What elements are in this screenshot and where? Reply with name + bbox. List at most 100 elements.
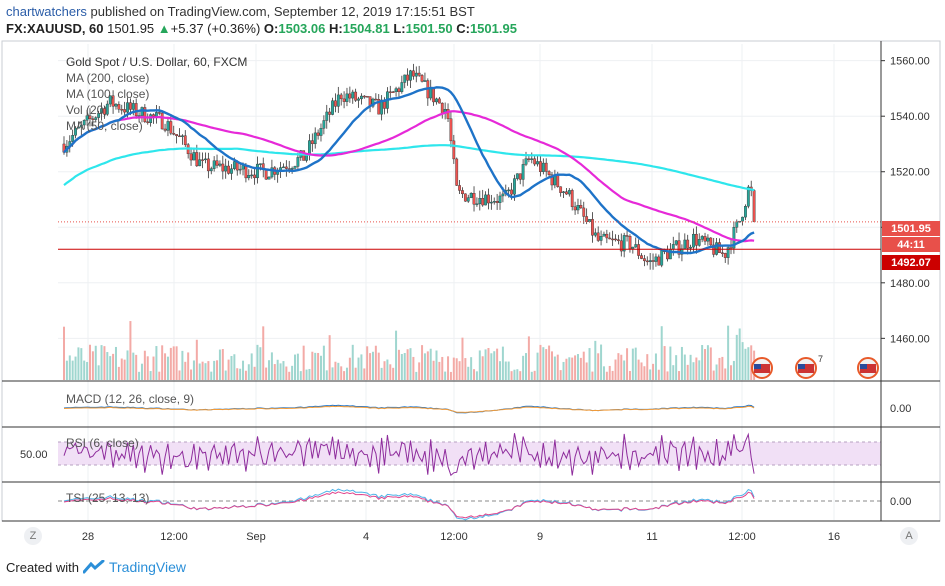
volume-bar [161, 345, 164, 380]
candle-body [741, 216, 744, 222]
volume-bar [146, 356, 149, 380]
volume-bar [114, 346, 117, 380]
candle-body [342, 98, 346, 102]
zoom-button[interactable]: Z [24, 527, 42, 545]
candle-body [293, 166, 297, 169]
event-flag-1[interactable] [751, 357, 773, 379]
volume-bar [678, 371, 681, 380]
volume-bar [389, 364, 392, 380]
volume-bar [360, 354, 363, 380]
candle-body [651, 260, 655, 262]
tradingview-brand[interactable]: TradingView [108, 559, 187, 575]
candle-body [510, 189, 513, 195]
symbol-line: FX:XAUUSD, 60 1501.95 ▲+5.37 (+0.36%) O:… [6, 20, 517, 37]
volume-bar [574, 355, 577, 380]
candle-body [539, 161, 542, 172]
volume-bar [721, 356, 724, 380]
volume-bar [83, 360, 86, 380]
volume-bar [571, 357, 574, 380]
volume-bar [470, 357, 473, 380]
volume-bar [169, 347, 172, 380]
candle-body [91, 118, 95, 121]
candle-body [518, 173, 522, 180]
candle-body [365, 95, 369, 98]
volume-bar [542, 347, 545, 380]
candle-body [82, 120, 86, 126]
volume-bar [646, 354, 649, 380]
candle-body [429, 87, 433, 99]
volume-bar [640, 362, 643, 380]
candle-body [97, 113, 101, 118]
candle-body [611, 238, 615, 241]
volume-bar [706, 345, 709, 380]
candle-body [596, 232, 600, 241]
last-price: 1501.95 [107, 21, 155, 36]
candle-body [230, 168, 233, 174]
volume-bar [614, 359, 617, 380]
volume-bar [242, 360, 245, 380]
volume-bar [117, 366, 120, 380]
footer: Created with TradingView [6, 559, 186, 575]
candle-body [267, 176, 271, 180]
auto-scale-button[interactable]: A [900, 527, 918, 545]
candle-body [111, 95, 115, 107]
volume-bar [643, 366, 646, 380]
volume-bar [507, 361, 510, 380]
vol-legend: Vol (20) [66, 103, 107, 117]
volume-bar [556, 354, 559, 380]
author-link[interactable]: chartwatchers [6, 4, 87, 19]
candle-body [204, 158, 207, 161]
volume-bar [588, 348, 591, 380]
price-overlays [58, 221, 881, 250]
candle-body [449, 118, 453, 142]
volume-bar [701, 345, 704, 380]
volume-bar [140, 363, 143, 380]
candle-body [674, 240, 678, 245]
event-flag-3[interactable] [857, 357, 879, 379]
candle-body [556, 174, 560, 187]
volume-bar [686, 364, 689, 380]
candle-body [198, 159, 202, 167]
candle-body [507, 189, 511, 192]
volume-bar [735, 334, 738, 380]
last-price-tag [882, 221, 940, 236]
candle-body [709, 237, 713, 246]
volume-bar [91, 351, 94, 380]
price-chart[interactable]: 1460.001480.001500.001520.001540.001560.… [0, 40, 945, 550]
candle-body [484, 194, 487, 206]
candle-body [495, 201, 499, 203]
candle-body [394, 88, 398, 93]
candle-body [143, 107, 147, 122]
candle-body [108, 95, 112, 105]
volume-bar [383, 361, 386, 380]
candle-body [654, 256, 658, 262]
volume-bar [545, 349, 548, 380]
candle-body [227, 165, 230, 174]
volume-bar [487, 347, 490, 380]
candle-body [677, 240, 681, 255]
volume-bar [322, 345, 325, 380]
candle-body [599, 236, 603, 241]
ma50-line [63, 86, 755, 255]
volume-bar [689, 354, 692, 380]
candle-body [498, 195, 502, 203]
volume-bar [302, 345, 305, 380]
candle-body [117, 104, 121, 110]
volume-bar [204, 363, 207, 380]
volume-bar [213, 360, 216, 380]
volume-bar [435, 350, 438, 380]
volume-bar [660, 326, 663, 380]
volume-bar [478, 350, 481, 380]
rsi-tick: 50.00 [20, 449, 48, 461]
volume-bar [657, 369, 660, 380]
event-flag-2[interactable]: 7 [795, 354, 823, 379]
candle-body [515, 173, 519, 179]
volume-bar [181, 350, 184, 380]
ma200-legend: MA (200, close) [66, 71, 149, 85]
volume-bar [652, 363, 655, 380]
candle-body [391, 91, 395, 93]
price-tick-label-5: 1560.00 [890, 56, 930, 68]
volume-bar [464, 358, 467, 380]
candle-body [316, 132, 320, 136]
volume-bar [539, 344, 542, 380]
